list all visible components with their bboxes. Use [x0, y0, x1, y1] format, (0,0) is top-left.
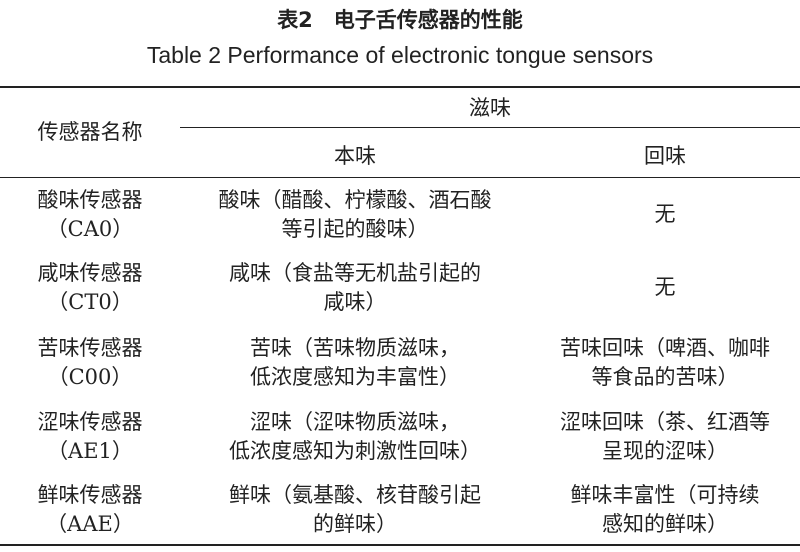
cell-text-line: 低浓度感知为刺激性回味）: [229, 439, 481, 463]
table-cell-sensor: 苦味传感器 （C00）: [0, 334, 180, 392]
cell-text-line: 的鲜味）: [313, 512, 397, 536]
table-title-chinese: 表2 电子舌传感器的性能: [277, 8, 523, 32]
cell-text-line: 涩味传感器: [37, 410, 143, 434]
cell-text-line: 等食品的苦味）: [591, 365, 739, 389]
cell-text-line: （AAE）: [46, 512, 134, 536]
cell-text-line: 鲜味（氨基酸、核苷酸引起: [229, 483, 481, 507]
table-cell-aftertaste: 鲜味丰富性（可持续 感知的鲜味）: [530, 481, 800, 539]
header-basic-taste: 本味: [334, 144, 376, 168]
table-cell-aftertaste: 涩味回味（茶、红酒等 呈现的涩味）: [530, 408, 800, 466]
table-cell-aftertaste: 无: [530, 273, 800, 302]
table-cell-taste: 咸味（食盐等无机盐引起的 咸味）: [180, 259, 530, 317]
table-cell-sensor: 酸味传感器 （CA0）: [0, 186, 180, 244]
cell-text-line: 苦味传感器: [37, 336, 143, 360]
cell-text-line: 苦味（苦味物质滋味，: [250, 336, 460, 360]
header-sensor-name: 传感器名称: [37, 120, 143, 144]
cell-text-line: 呈现的涩味）: [602, 439, 728, 463]
cell-text-line: （CT0）: [47, 290, 133, 314]
cell-text-line: 涩味（涩味物质滋味，: [250, 410, 460, 434]
cell-text-line: 苦味回味（啤酒、咖啡: [560, 336, 770, 360]
cell-text-line: 咸味传感器: [37, 261, 143, 285]
cell-text-line: 无: [654, 202, 676, 226]
cell-text-line: 无: [654, 275, 676, 299]
table-cell-taste: 鲜味（氨基酸、核苷酸引起 的鲜味）: [180, 481, 530, 539]
table-cell-aftertaste: 无: [530, 200, 800, 229]
header-taste-group: 滋味: [469, 96, 511, 120]
bottom-rule: [0, 544, 800, 546]
table-cell-aftertaste: 苦味回味（啤酒、咖啡 等食品的苦味）: [530, 334, 800, 392]
cell-text-line: 等引起的酸味）: [281, 217, 429, 241]
header-aftertaste: 回味: [644, 144, 686, 168]
cell-text-line: 鲜味丰富性（可持续: [570, 483, 760, 507]
cell-text-line: 低浓度感知为丰富性）: [250, 365, 460, 389]
cell-text-line: 鲜味传感器: [37, 483, 143, 507]
top-rule: [0, 86, 800, 88]
cell-text-line: （CA0）: [46, 217, 134, 241]
cell-text-line: 咸味（食盐等无机盐引起的: [229, 261, 481, 285]
table-title-english: Table 2 Performance of electronic tongue…: [146, 42, 654, 68]
table-cell-sensor: 涩味传感器 （AE1）: [0, 408, 180, 466]
cell-text-line: 感知的鲜味）: [602, 512, 728, 536]
cell-text-line: 酸味传感器: [37, 188, 143, 212]
table-cell-taste: 酸味（醋酸、柠檬酸、酒石酸 等引起的酸味）: [180, 186, 530, 244]
cell-text-line: 酸味（醋酸、柠檬酸、酒石酸: [218, 188, 492, 212]
cell-text-line: 涩味回味（茶、红酒等: [560, 410, 770, 434]
table-cell-taste: 涩味（涩味物质滋味， 低浓度感知为刺激性回味）: [180, 408, 530, 466]
table-cell-sensor: 咸味传感器 （CT0）: [0, 259, 180, 317]
cell-text-line: （C00）: [47, 365, 133, 389]
cell-text-line: 咸味）: [323, 290, 387, 314]
table-cell-taste: 苦味（苦味物质滋味， 低浓度感知为丰富性）: [180, 334, 530, 392]
table-cell-sensor: 鲜味传感器 （AAE）: [0, 481, 180, 539]
cell-text-line: （AE1）: [47, 439, 133, 463]
header-rule: [0, 177, 800, 178]
group-rule: [180, 127, 800, 128]
